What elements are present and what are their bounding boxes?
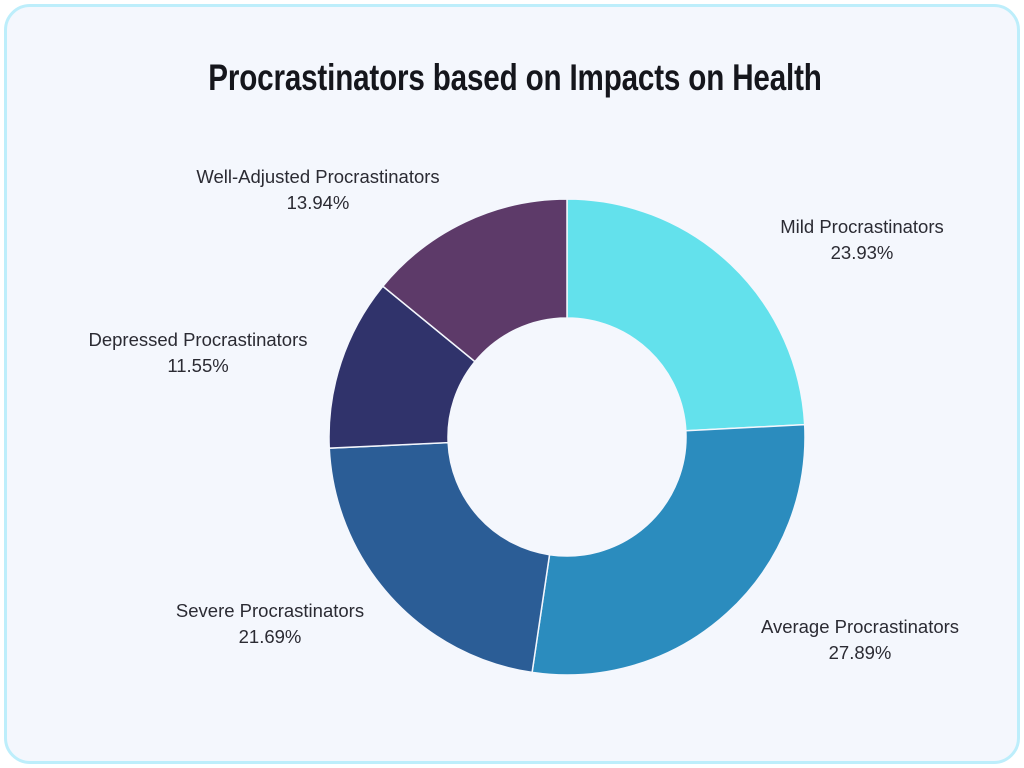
slice-label-mild-name: Mild Procrastinators bbox=[780, 216, 944, 237]
slice-label-well-adjusted-value: 13.94% bbox=[286, 192, 350, 214]
donut-slice[interactable] bbox=[381, 198, 568, 363]
slice-label-mild: Mild Procrastinators 23.93% bbox=[731, 214, 993, 267]
donut-slice-group bbox=[328, 198, 806, 676]
donut-slice[interactable] bbox=[328, 441, 551, 674]
slice-label-depressed: Depressed Procrastinators 11.55% bbox=[55, 327, 341, 380]
chart-title: Procrastinators based on Impacts on Heal… bbox=[208, 57, 822, 98]
chart-card: Procrastinators based on Impacts on Heal… bbox=[4, 4, 1020, 764]
slice-label-average-name: Average Procrastinators bbox=[760, 616, 960, 637]
slice-label-severe: Severe Procrastinators 21.69% bbox=[145, 598, 395, 651]
slice-label-mild-value: 23.93% bbox=[830, 242, 894, 264]
slice-label-severe-value: 21.69% bbox=[238, 626, 302, 648]
slice-label-average: Average Procrastinators 27.89% bbox=[729, 614, 991, 667]
slice-label-well-adjusted-name: Well-Adjusted Procrastinators bbox=[196, 166, 440, 187]
donut-chart bbox=[325, 195, 809, 679]
donut-chart-svg bbox=[328, 198, 806, 676]
slice-label-depressed-name: Depressed Procrastinators bbox=[88, 329, 308, 350]
slice-label-depressed-value: 11.55% bbox=[167, 355, 229, 377]
slice-label-severe-name: Severe Procrastinators bbox=[175, 600, 365, 621]
slice-label-well-adjusted: Well-Adjusted Procrastinators 13.94% bbox=[165, 164, 471, 217]
slice-label-average-value: 27.89% bbox=[828, 642, 892, 664]
donut-slice[interactable] bbox=[531, 423, 806, 676]
donut-slice[interactable] bbox=[566, 198, 806, 432]
